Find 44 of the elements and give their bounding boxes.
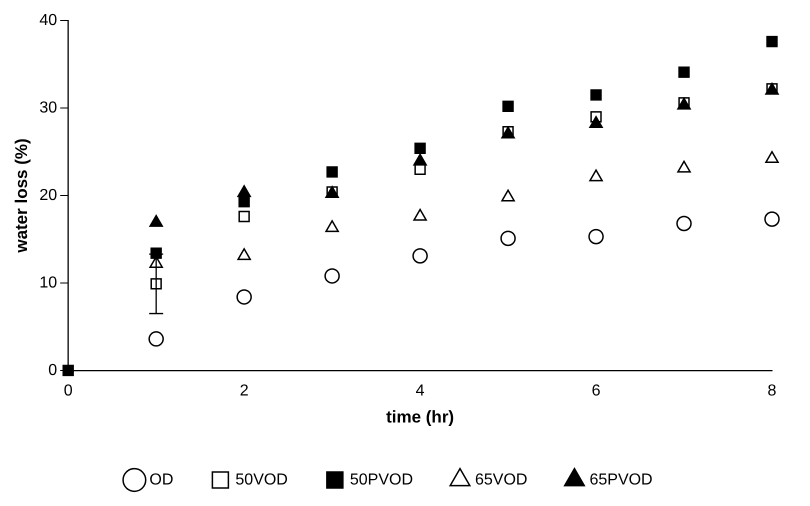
x-tick-label: 6 [592, 382, 601, 400]
x-tick-label: 0 [64, 382, 73, 400]
y-tick-label: 40 [39, 12, 58, 30]
point [589, 169, 603, 182]
point [412, 248, 428, 264]
point [62, 364, 74, 376]
point [678, 66, 690, 78]
point [413, 208, 427, 221]
x-axis-title: time (hr) [386, 407, 454, 426]
point [500, 230, 516, 246]
legend-label: 65VOD [475, 471, 528, 488]
point [414, 142, 426, 154]
point [764, 211, 780, 227]
point [766, 36, 778, 48]
point [236, 289, 252, 305]
point [677, 160, 691, 173]
point [589, 116, 603, 128]
x-tick-label: 8 [768, 382, 777, 400]
y-tick-label: 0 [48, 362, 58, 379]
point [765, 151, 779, 164]
point [238, 196, 250, 208]
y-tick-label: 20 [39, 186, 58, 204]
x-tick-label: 4 [416, 382, 425, 400]
y-tick-label: 30 [39, 99, 58, 116]
point [148, 331, 164, 347]
point [238, 210, 250, 222]
point [324, 268, 340, 284]
point [502, 100, 514, 112]
legend-label: OD [149, 471, 174, 488]
point [325, 220, 339, 232]
point [237, 248, 251, 260]
y-axis-title: water loss (%) [12, 138, 31, 254]
legend-label: 50PVOD [350, 471, 413, 488]
point [501, 190, 515, 202]
legend-label: 65PVOD [589, 471, 653, 488]
legend-label: 50VOD [235, 471, 288, 488]
x-tick-label: 2 [240, 382, 249, 400]
point [588, 228, 604, 244]
y-tick-label: 10 [39, 274, 58, 292]
point [590, 89, 602, 101]
point [149, 214, 163, 227]
point [326, 166, 338, 178]
point [676, 216, 692, 232]
point [413, 154, 427, 166]
